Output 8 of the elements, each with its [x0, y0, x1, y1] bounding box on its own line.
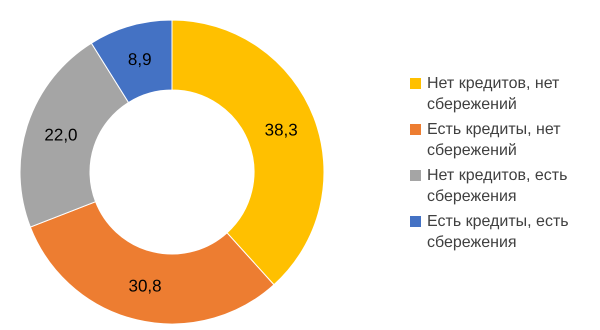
data-label: 38,3 — [264, 120, 298, 140]
legend-label: Есть кредиты, нет сбережений — [427, 120, 562, 161]
data-label: 30,8 — [128, 276, 162, 296]
legend-label: Есть кредиты, есть сбережения — [427, 212, 570, 253]
legend-label: Нет кредитов, есть сбережения — [427, 166, 568, 207]
data-label: 22,0 — [44, 126, 78, 145]
data-label: 8,9 — [128, 50, 152, 70]
legend-label: Нет кредитов, нет сбережений — [427, 74, 560, 115]
